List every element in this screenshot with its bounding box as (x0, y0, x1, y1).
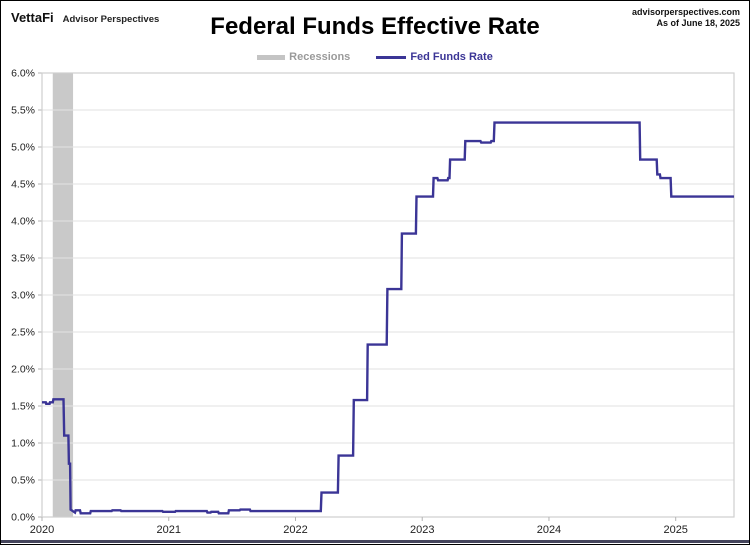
legend-item-fed-funds-rate: Fed Funds Rate (376, 51, 493, 63)
source-site: advisorperspectives.com (631, 7, 740, 17)
x-tick-label: 2025 (663, 524, 687, 536)
y-tick-label: 3.5% (11, 253, 35, 265)
y-tick-label: 0.5% (11, 475, 35, 487)
y-tick-label: 1.0% (11, 438, 35, 450)
legend: Recessions Fed Funds Rate (1, 49, 749, 65)
x-tick-label: 2023 (410, 524, 434, 536)
chart-title: Federal Funds Effective Rate (210, 13, 540, 40)
x-tick-label: 2022 (283, 524, 307, 536)
brand-lockup: VettaFi Advisor Perspectives (11, 10, 159, 25)
y-tick-label: 0.0% (11, 512, 35, 524)
advisor-perspectives-label: Advisor Perspectives (62, 14, 160, 25)
x-tick-label: 2024 (537, 524, 561, 536)
legend-item-recessions: Recessions (257, 51, 350, 63)
as-of-date: As of June 18, 2025 (656, 18, 740, 29)
y-tick-label: 5.0% (11, 142, 35, 154)
fed-funds-rate-line (42, 121, 734, 515)
legend-label-fed-funds-rate: Fed Funds Rate (410, 51, 493, 63)
y-tick-label: 4.0% (11, 216, 35, 228)
y-tick-label: 5.5% (11, 105, 35, 117)
plot-border (41, 72, 735, 518)
line-swatch-icon (376, 55, 407, 59)
recession-swatch-icon (257, 54, 286, 60)
y-tick-label: 6.0% (11, 68, 35, 80)
vettafi-logo: VettaFi (11, 10, 54, 25)
x-tick-label: 2020 (30, 524, 54, 536)
y-tick-label: 2.0% (11, 364, 35, 376)
source-attribution: advisorperspectives.com As of June 18, 2… (632, 7, 740, 30)
y-tick-label: 1.5% (11, 401, 35, 413)
bottom-accent-bar (1, 540, 749, 543)
y-tick-label: 4.5% (11, 179, 35, 191)
legend-label-recessions: Recessions (289, 51, 351, 63)
x-tick-label: 2021 (156, 524, 180, 536)
y-tick-label: 3.0% (11, 290, 35, 302)
y-tick-label: 2.5% (11, 327, 35, 339)
